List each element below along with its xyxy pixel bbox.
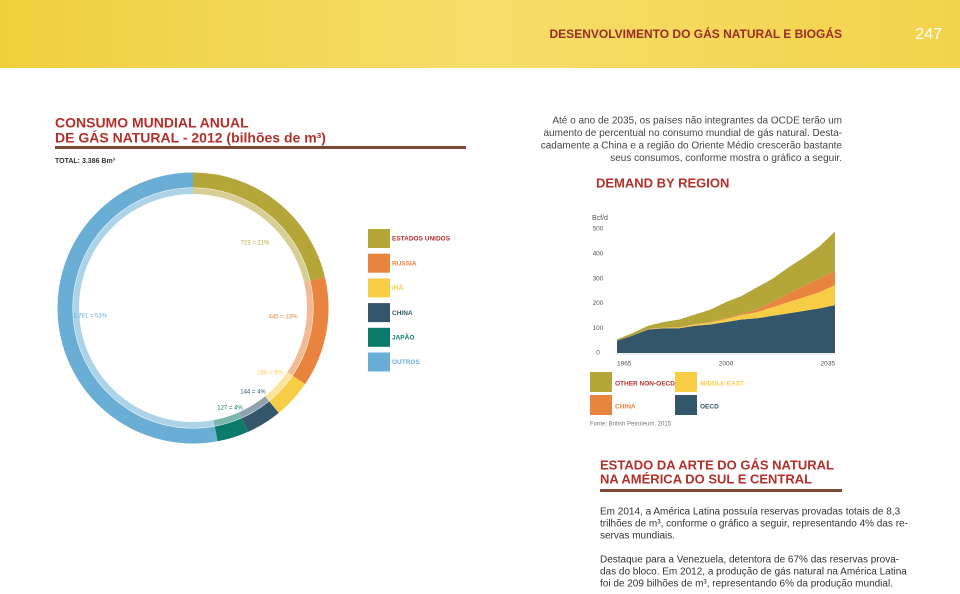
- body-text: aumento de percentual no consumo mundial…: [543, 128, 842, 139]
- legend-label: CHINA: [615, 404, 636, 411]
- legend-label: ESTADOS UNIDOS: [392, 236, 451, 243]
- body-text: seus consumos, conforme mostra o gráfico…: [610, 153, 842, 164]
- slice-label: 445 = 13%: [269, 315, 299, 321]
- body-text: servas mundiais.: [600, 531, 675, 542]
- legend-label: CHINA: [392, 310, 413, 317]
- legend-label: IRÃ: [392, 283, 404, 292]
- area-series: [617, 231, 835, 341]
- chart-title: DEMAND BY REGION: [596, 175, 729, 190]
- legend-label: OTHER NON-OECD: [615, 381, 675, 388]
- body-text: foi de 209 bilhões de m³, representando …: [600, 579, 893, 589]
- x-tick-label: 2000: [719, 361, 734, 368]
- title-rule: [55, 146, 466, 149]
- legend-swatch: [368, 229, 390, 248]
- donut-inner: [192, 188, 310, 283]
- y-tick-label: 300: [593, 275, 604, 282]
- slice-label: 156 = 5%: [257, 371, 283, 377]
- legend-label: OUTROS: [392, 359, 420, 366]
- legend-swatch: [368, 327, 390, 347]
- donut-slice: [241, 401, 279, 432]
- section-title: ESTADO DA ARTE DO GÁS NATURAL: [600, 457, 834, 472]
- y-tick-label: 500: [593, 226, 604, 233]
- y-tick-label: 400: [593, 251, 604, 258]
- legend-swatch: [675, 395, 697, 415]
- header-band: [0, 0, 960, 68]
- legend-swatch: [590, 395, 612, 415]
- header-title: DESENVOLVIMENTO DO GÁS NATURAL E BIOGÁS: [550, 26, 842, 41]
- y-tick-label: 100: [593, 325, 604, 332]
- donut-inner: [287, 280, 313, 376]
- y-axis-label: Bcf/d: [592, 215, 608, 222]
- source: Fonte: British Petroleum, 2015: [590, 422, 672, 428]
- legend-swatch: [590, 372, 612, 392]
- page-number: 247: [915, 26, 942, 43]
- slice-label: 127 = 4%: [217, 406, 243, 412]
- legend-swatch: [368, 253, 390, 273]
- total-label: TOTAL: 3.386 Bm³: [55, 158, 116, 165]
- donut-slice: [192, 172, 325, 281]
- legend-label: MIDDLE EAST: [700, 381, 744, 388]
- section-title: CONSUMO MUNDIAL ANUAL: [55, 115, 249, 131]
- legend-swatch: [675, 372, 697, 392]
- section-title: DE GÁS NATURAL - 2012 (bilhões de m³): [55, 130, 326, 146]
- body-text: das do bloco. Em 2012, a produção de gás…: [600, 567, 907, 578]
- body-text: Destaque para a Venezuela, detentora de …: [600, 555, 899, 566]
- slice-label: 723 = 21%: [241, 241, 271, 247]
- x-tick-label: 1965: [617, 361, 632, 368]
- donut-inner: [213, 412, 242, 427]
- donut-slice: [57, 172, 218, 444]
- body-text: Em 2014, a América Latina possuía reserv…: [600, 507, 901, 518]
- slice-label: 1.791 = 53%: [73, 314, 108, 320]
- donut-inner: [73, 188, 215, 428]
- legend-label: RÚSSIA: [392, 258, 417, 267]
- donut-inner: [265, 371, 293, 401]
- legend-label: OECD: [700, 404, 719, 411]
- legend-swatch: [368, 352, 390, 372]
- slice-label: 144 = 4%: [240, 390, 266, 396]
- title-rule: [600, 489, 842, 492]
- donut-slice: [292, 277, 329, 385]
- x-tick-label: 2035: [821, 361, 836, 368]
- body-text: trilhões de m³, conforme o gráfico a seg…: [600, 519, 908, 530]
- section-title: NA AMÉRICA DO SUL E CENTRAL: [600, 471, 812, 486]
- legend-label: JAPÃO: [392, 333, 414, 342]
- donut-inner: [239, 396, 269, 418]
- legend-swatch: [368, 278, 390, 298]
- body-text: Até o ano de 2035, os países não integra…: [552, 116, 842, 127]
- donut-slice: [214, 418, 248, 442]
- y-tick-label: 0: [596, 350, 600, 357]
- donut-slice: [269, 375, 306, 413]
- area-series: [617, 305, 835, 353]
- legend-swatch: [368, 303, 390, 323]
- body-text: cadamente a China e a região do Oriente …: [541, 141, 843, 152]
- y-tick-label: 200: [593, 300, 604, 307]
